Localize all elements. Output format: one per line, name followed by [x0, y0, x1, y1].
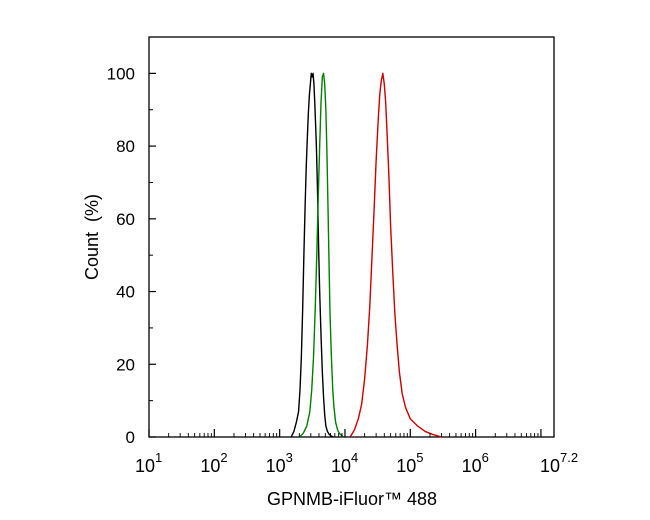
histogram-series-3	[349, 72, 442, 438]
x-axis: 10 1 10 2 10 3 10 4 10 5 10 6 10 7.2	[135, 429, 578, 476]
y-axis: 0 20 40 60 80 100	[107, 36, 156, 447]
histogram-series-2	[298, 72, 344, 438]
plot-frame	[148, 36, 555, 438]
x-tick-exponent: 4	[351, 450, 358, 465]
y-tick-label: 80	[116, 137, 135, 156]
y-tick-label: 100	[107, 64, 135, 83]
x-tick-label: 10	[200, 456, 220, 476]
x-tick-exponent: 3	[286, 450, 293, 465]
y-tick-label: 60	[116, 210, 135, 229]
x-tick-label: 10	[331, 456, 351, 476]
x-tick-label: 10	[540, 456, 560, 476]
y-tick-label: 0	[126, 428, 135, 447]
x-tick-label: 10	[266, 456, 286, 476]
y-axis-label: Count (%)	[82, 194, 102, 280]
y-tick-label: 40	[116, 283, 135, 302]
x-tick-exponent: 2	[220, 450, 227, 465]
x-tick-label: 10	[462, 456, 482, 476]
histogram-series-1	[290, 72, 334, 438]
x-tick-exponent: 1	[155, 450, 162, 465]
x-tick-label: 10	[135, 456, 155, 476]
x-tick-exponent: 5	[416, 450, 423, 465]
x-tick-label: 10	[396, 456, 416, 476]
y-tick-label: 20	[116, 355, 135, 374]
x-tick-exponent: 7.2	[560, 450, 578, 465]
x-axis-label: GPNMB-iFluor™ 488	[267, 489, 437, 509]
series-layer	[290, 72, 442, 438]
x-tick-exponent: 6	[482, 450, 489, 465]
